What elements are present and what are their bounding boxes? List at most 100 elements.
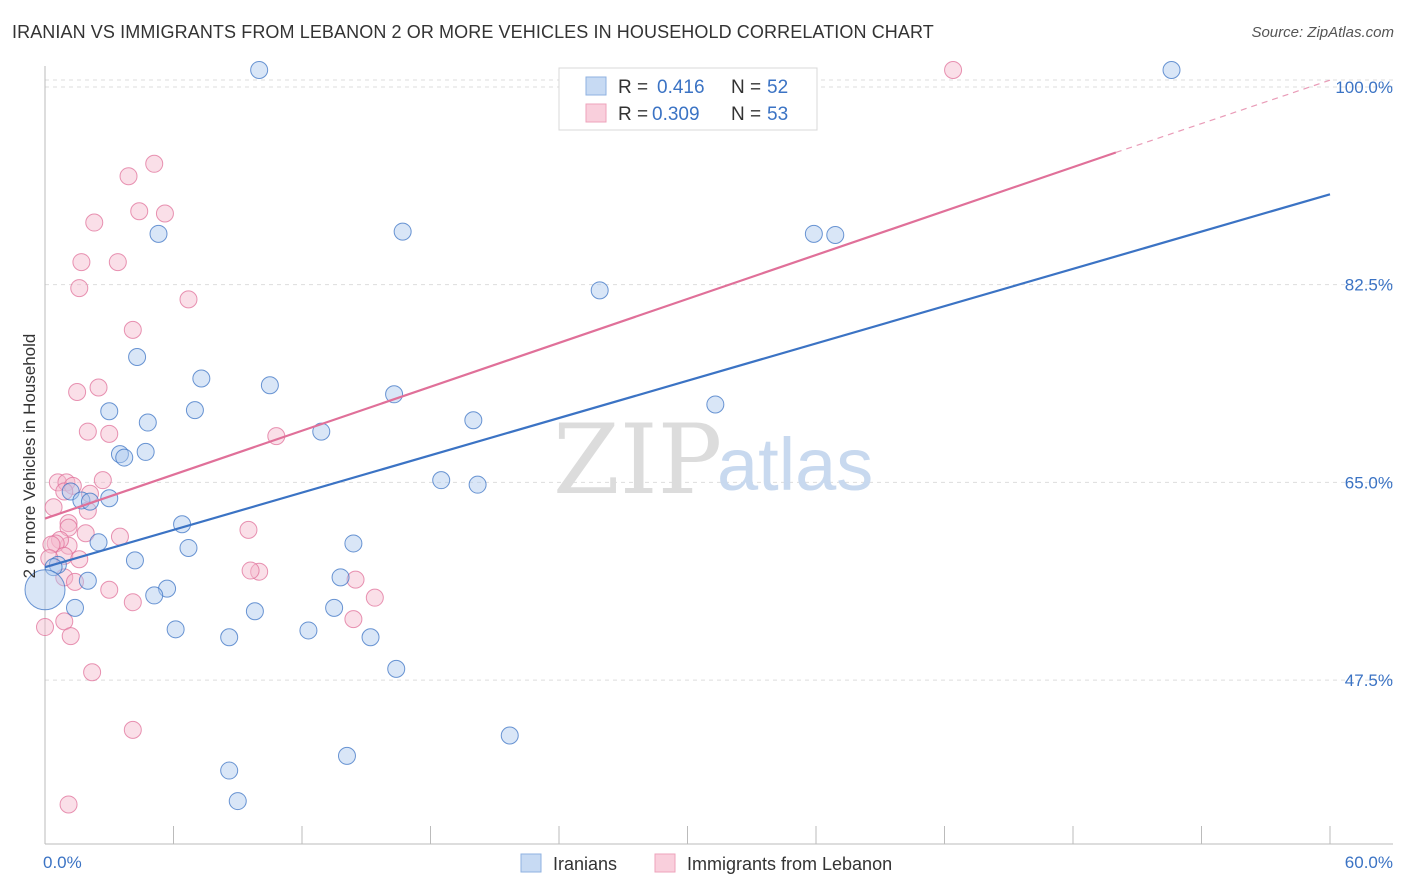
lebanon-point-1 [145,154,164,173]
y-tick-label-0: 47.5% [1345,671,1393,690]
legend-n-value-1: 52 [767,77,788,98]
chart-title: IRANIAN VS IMMIGRANTS FROM LEBANON 2 OR … [12,22,934,42]
iranians-point-11 [706,395,725,414]
legend-n-value-2: 53 [767,104,788,125]
lebanon-point-40 [346,570,365,589]
iranians-point-39 [245,602,264,621]
lebanon-point-12 [89,378,108,397]
lebanon-point-4 [155,204,174,223]
lebanon-point-25 [59,518,78,537]
lebanon-trend-extension [1115,79,1331,154]
legend-swatch-lebanon [585,103,607,123]
iranians-point-9 [260,376,279,395]
lebanon-point-8 [70,279,89,298]
iranians-point-12 [100,402,119,421]
iranians-point-47 [220,761,239,780]
iranians-point-43 [361,628,380,647]
iranians-point-18 [115,448,134,467]
lebanon-point-0 [944,61,963,79]
lebanon-point-50 [59,795,78,814]
iranians-point-34 [78,571,97,590]
iranians-point-7 [128,348,147,367]
iranians-point-25 [80,492,99,511]
iranians-point-6 [590,281,609,300]
y-tick-label-2: 82.5% [1345,276,1393,295]
lebanon-point-14 [78,422,97,441]
legend-n-label-2: N = [731,104,761,125]
iranians-point-28 [344,534,363,553]
lebanon-point-39 [241,561,260,580]
lebanon-point-15 [100,424,119,443]
source-credit: Source: ZipAtlas.com [1251,24,1394,41]
iranians-point-40 [166,620,185,639]
legend-r-label-1: R = [618,77,648,98]
iranians-point-16 [464,411,483,430]
grid-lines [45,79,1393,681]
iranians-point-13 [185,401,204,420]
iranians-point-36 [145,586,164,605]
bottom-legend-swatch-iranians [520,853,542,873]
watermark-zip: ZIP [553,404,722,516]
lebanon-point-23 [59,514,78,533]
lebanon-point-43 [123,593,142,612]
y-tick-label-1: 65.0% [1345,473,1393,492]
bottom-legend-iranians: Iranians [553,854,617,874]
y-axis-label: 2 or more Vehicles in Household [20,334,39,579]
watermark: ZIP atlas [553,404,873,516]
iranians-point-46 [337,746,356,765]
iranians-point-4 [804,224,823,243]
bottom-legend-swatch-lebanon [654,853,676,873]
lebanon-point-49 [123,720,142,739]
lebanon-point-48 [83,663,102,682]
lebanon-point-42 [365,588,384,607]
iranians-point-14 [138,413,157,432]
lebanon-point-21 [55,482,74,501]
lebanon-point-11 [68,383,87,402]
iranians-point-27 [89,533,108,552]
iranians-point-49 [24,569,66,611]
x-tick-label-1: 60.0% [1345,853,1393,872]
lebanon-point-44 [344,610,363,629]
iranians-point-0 [250,61,269,79]
series-lebanon-points [36,61,963,814]
lebanon-point-2 [119,167,138,186]
watermark-atlas: atlas [717,423,873,506]
iranians-point-33 [331,568,350,587]
iranians-point-19 [136,442,155,461]
legend-r-value-2: 0.309 [652,104,700,125]
iranians-point-8 [192,369,211,388]
iranians-point-3 [393,222,412,241]
iranians-point-21 [468,475,487,494]
iranians-point-1 [1162,61,1181,79]
iranians-point-5 [826,225,845,244]
iranians-point-38 [65,598,84,617]
axes [44,66,1393,845]
iranians-point-20 [432,471,451,490]
lebanon-point-6 [72,253,91,272]
iranians-point-2 [149,224,168,243]
legend-r-label-2: R = [618,104,648,125]
y-tick-label-3: 100.0% [1335,78,1393,97]
iranians-point-30 [125,551,144,570]
tick-labels: 47.5% 65.0% 82.5% 100.0% 0.0% 60.0% [43,78,1393,872]
lebanon-point-9 [179,290,198,309]
legend-box: R = 0.416 N = 52 R = 0.309 N = 53 [558,67,818,131]
lebanon-point-3 [130,202,149,221]
iranians-point-48 [228,792,247,811]
trend-lines [44,79,1331,569]
iranians-point-42 [220,628,239,647]
legend-n-label-1: N = [731,77,761,98]
iranians-point-44 [387,659,406,678]
lebanon-point-17 [93,471,112,490]
iranians-point-29 [179,538,198,557]
lebanon-trend-line [44,151,1117,520]
legend-swatch-iranians [585,76,607,96]
bottom-legend-lebanon: Immigrants from Lebanon [687,854,892,874]
iranians-trend-line [44,193,1331,569]
lebanon-point-5 [85,213,104,232]
bottom-legend: Iranians Immigrants from Lebanon [520,853,892,874]
lebanon-point-27 [239,520,258,539]
legend-r-value-1: 0.416 [657,77,705,98]
lebanon-point-47 [61,627,80,646]
